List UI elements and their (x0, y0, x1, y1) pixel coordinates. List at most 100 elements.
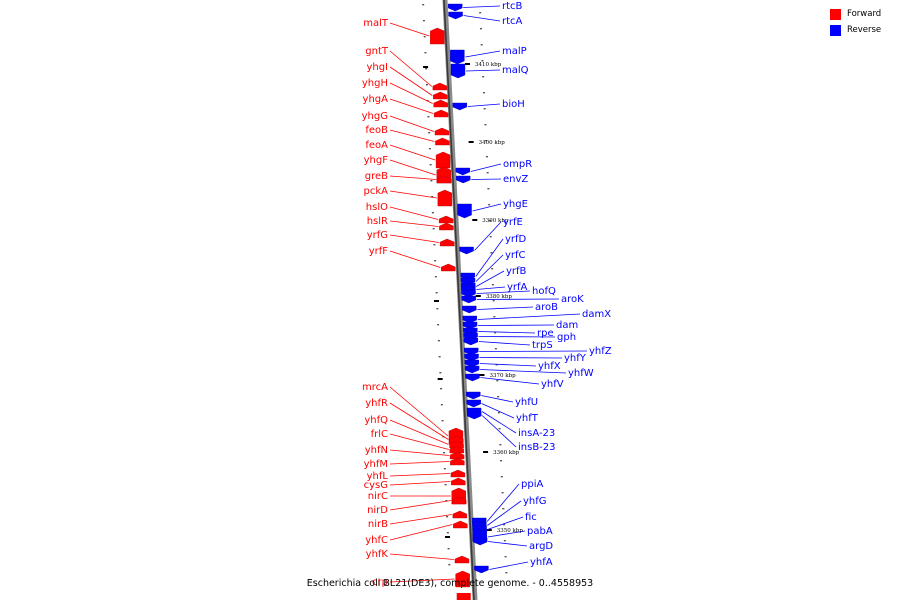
forward-gene-yrfG (439, 238, 455, 247)
leader-yhfQ (389, 419, 449, 445)
legend-forward-label: Forward (847, 9, 882, 19)
tick-label: 3400 kbp (479, 140, 506, 146)
reverse-gene-yhfV (465, 373, 480, 382)
leader-feoB (389, 129, 435, 142)
gene-label-yhgG: yhgG (362, 111, 388, 122)
reverse-gene-malP (450, 49, 465, 65)
scale-dash-left (424, 52, 427, 54)
forward-gene-crp (455, 570, 470, 588)
gene-label-cysG: cysG (364, 480, 388, 491)
scale-dash-right (488, 204, 491, 206)
reverse-gene-ompR (455, 167, 471, 176)
scale-dash-left (447, 548, 450, 550)
reverse-gene-yhfZ (464, 347, 479, 356)
leader-yrfA (476, 286, 506, 290)
scale-dash-right (481, 60, 484, 62)
reverse-gene-yhfA (474, 565, 489, 574)
legend-reverse: Reverse (830, 22, 900, 38)
scale-dash-left (429, 164, 432, 166)
forward-gene-nirD (451, 496, 467, 505)
forward-gene-malT (430, 27, 445, 45)
gene-label-frlC: frlC (371, 429, 388, 440)
reverse-gene-envZ (456, 175, 471, 184)
scale-dash-right (482, 76, 485, 78)
leader-yhfR (389, 402, 449, 440)
scale-dash-right (497, 412, 500, 414)
scale-dash-left (434, 276, 437, 278)
gene-label-nirD: nirD (367, 505, 388, 516)
scale-dash-right (505, 572, 508, 574)
leader-feoA (389, 144, 436, 161)
scale-dash-right (488, 220, 491, 222)
leader-yhgE (472, 203, 502, 212)
scale-dash-right (484, 124, 487, 126)
gene-label-yhfU: yhfU (515, 397, 538, 408)
gene-label-yhfG: yhfG (523, 496, 547, 507)
scale-dash-left (444, 484, 447, 486)
gene-label-yrfC: yrfC (505, 250, 526, 261)
gene-label-insB-23: insB-23 (518, 442, 556, 453)
gene-label-rtcB: rtcB (502, 1, 523, 12)
leader-yrfE (474, 221, 502, 251)
tick-mark (464, 63, 470, 65)
reverse-gene-malQ (450, 63, 466, 79)
reverse-gene-rtcA (448, 11, 463, 20)
gene-label-feoB: feoB (365, 125, 388, 136)
tick-label: 3410 kbp (475, 62, 502, 68)
major-dash-left (437, 378, 443, 380)
gene-label-malP: malP (502, 46, 527, 57)
scale-dash-right (486, 172, 489, 174)
gene-label-pckA: pckA (364, 186, 389, 197)
gene-label-yhfK: yhfK (366, 549, 389, 560)
map-caption: Escherichia coli BL21(DE3), complete gen… (306, 578, 594, 589)
tick-mark (479, 374, 485, 376)
reverse-gene-yhfU (466, 391, 481, 400)
leader-yhgG (389, 115, 435, 132)
gene-label-hslR: hslR (367, 216, 388, 227)
scale-dash-left (448, 564, 451, 566)
leader-rtcA (463, 15, 501, 22)
gene-label-yhgA: yhgA (363, 94, 389, 105)
reverse-gene-yhfX (464, 359, 479, 368)
gene-label-yhfV: yhfV (541, 379, 564, 390)
gene-label-insA-23: insA-23 (518, 428, 555, 439)
forward-gene-feoB (435, 137, 450, 146)
leader-yhfX (479, 363, 537, 367)
gene-label-nirB: nirB (368, 519, 388, 530)
scale-dash-left (425, 84, 428, 86)
gene-label-dam: dam (556, 320, 578, 331)
gene-label-yhfW: yhfW (568, 368, 594, 379)
forward-gene-cut (456, 593, 471, 603)
gene-label-yrfG: yrfG (367, 230, 388, 241)
scale-dash-left (446, 532, 449, 534)
scale-dash-right (482, 92, 485, 94)
leader-mrcA (389, 386, 449, 437)
scale-dash-left (437, 324, 440, 326)
gene-label-greB: greB (365, 171, 388, 182)
scale-dash-right (504, 556, 507, 558)
tick-label: 3370 kbp (490, 373, 517, 379)
leader-yhfZ (479, 350, 588, 352)
scale-dash-right (485, 140, 488, 142)
gene-label-rpe: rpe (537, 328, 554, 339)
gene-label-yhgF: yhgF (364, 155, 389, 166)
scale-dash-left (440, 404, 443, 406)
gene-label-aroB: aroB (535, 302, 558, 313)
scale-dash-left (428, 132, 431, 134)
leader-malP (465, 50, 501, 58)
scale-dash-left (422, 20, 425, 22)
gene-label-rtcA: rtcA (502, 16, 523, 27)
reverse-gene-damX (462, 315, 477, 324)
scale-dash-right (485, 156, 488, 158)
scale-dash-left (443, 468, 446, 470)
gene-label-yhgE: yhgE (503, 199, 528, 210)
scale-dash-right (497, 396, 500, 398)
leader-bioH (467, 103, 501, 107)
forward-gene-hslR (439, 222, 454, 231)
scale-dash-left (431, 196, 434, 198)
reverse-gene-trpS (463, 337, 478, 346)
leader-trpS (478, 341, 531, 346)
scale-dash-right (500, 476, 503, 478)
gene-label-yhfN: yhfN (365, 445, 388, 456)
